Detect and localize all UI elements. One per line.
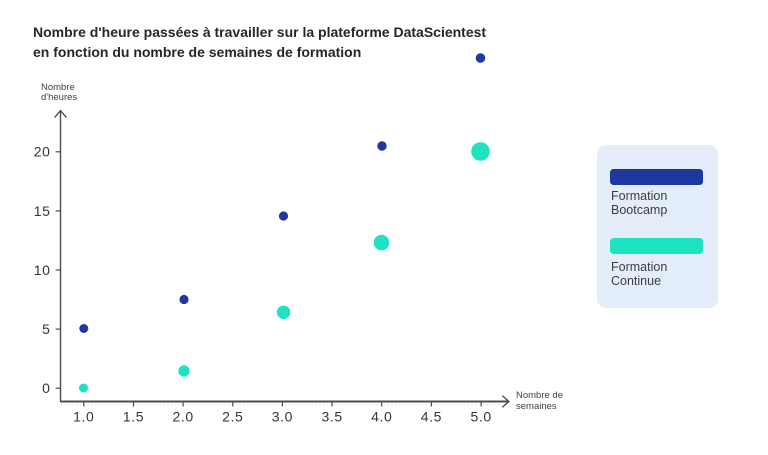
svg-text:10: 10 — [34, 262, 51, 278]
svg-text:4.0: 4.0 — [371, 409, 392, 425]
svg-text:3.0: 3.0 — [272, 409, 293, 425]
svg-text:1.5: 1.5 — [123, 409, 144, 425]
svg-text:5: 5 — [42, 321, 50, 337]
svg-text:5.0: 5.0 — [470, 409, 491, 425]
svg-text:20: 20 — [34, 144, 51, 160]
svg-text:3.5: 3.5 — [321, 409, 342, 425]
svg-text:15: 15 — [34, 203, 51, 219]
svg-text:1.0: 1.0 — [73, 409, 94, 425]
svg-text:0: 0 — [42, 380, 50, 396]
svg-text:2.0: 2.0 — [172, 409, 193, 425]
svg-text:4.5: 4.5 — [421, 409, 442, 425]
svg-text:2.5: 2.5 — [222, 409, 243, 425]
